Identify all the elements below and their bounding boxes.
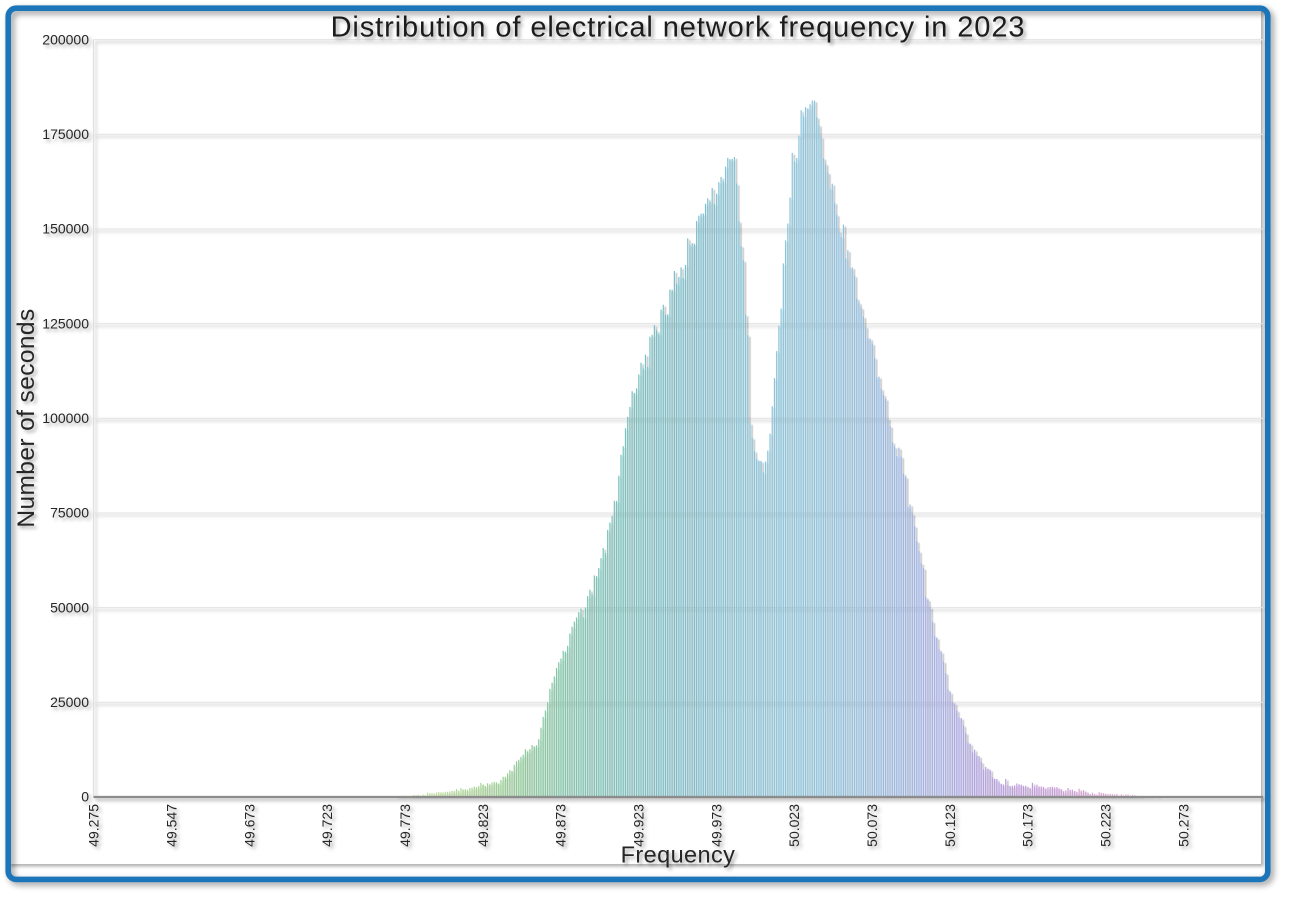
svg-text:49.673: 49.673 — [241, 804, 257, 847]
svg-text:49.723: 49.723 — [319, 804, 335, 847]
svg-text:75000: 75000 — [50, 505, 89, 521]
svg-text:49.275: 49.275 — [86, 804, 102, 847]
svg-text:50.123: 50.123 — [942, 804, 958, 847]
svg-text:175000: 175000 — [42, 126, 89, 142]
svg-text:Frequency: Frequency — [621, 842, 736, 868]
svg-text:125000: 125000 — [42, 315, 89, 331]
svg-text:Number of seconds: Number of seconds — [13, 308, 40, 527]
svg-text:50.173: 50.173 — [1020, 804, 1036, 847]
svg-text:50000: 50000 — [50, 599, 89, 615]
svg-text:200000: 200000 — [42, 31, 89, 47]
svg-text:49.873: 49.873 — [553, 804, 569, 847]
svg-text:49.823: 49.823 — [475, 804, 491, 847]
svg-text:50.273: 50.273 — [1175, 804, 1191, 847]
svg-text:Distribution of electrical net: Distribution of electrical network frequ… — [331, 12, 1026, 44]
svg-text:49.973: 49.973 — [708, 804, 724, 847]
svg-text:49.773: 49.773 — [397, 804, 413, 847]
svg-text:50.023: 50.023 — [786, 804, 802, 847]
svg-text:0: 0 — [81, 789, 89, 805]
svg-text:100000: 100000 — [42, 410, 89, 426]
svg-text:49.547: 49.547 — [164, 804, 180, 847]
svg-text:50.073: 50.073 — [864, 804, 880, 847]
svg-text:150000: 150000 — [42, 221, 89, 237]
svg-text:25000: 25000 — [50, 694, 89, 710]
svg-text:50.223: 50.223 — [1098, 804, 1114, 847]
svg-text:49.923: 49.923 — [631, 804, 647, 847]
